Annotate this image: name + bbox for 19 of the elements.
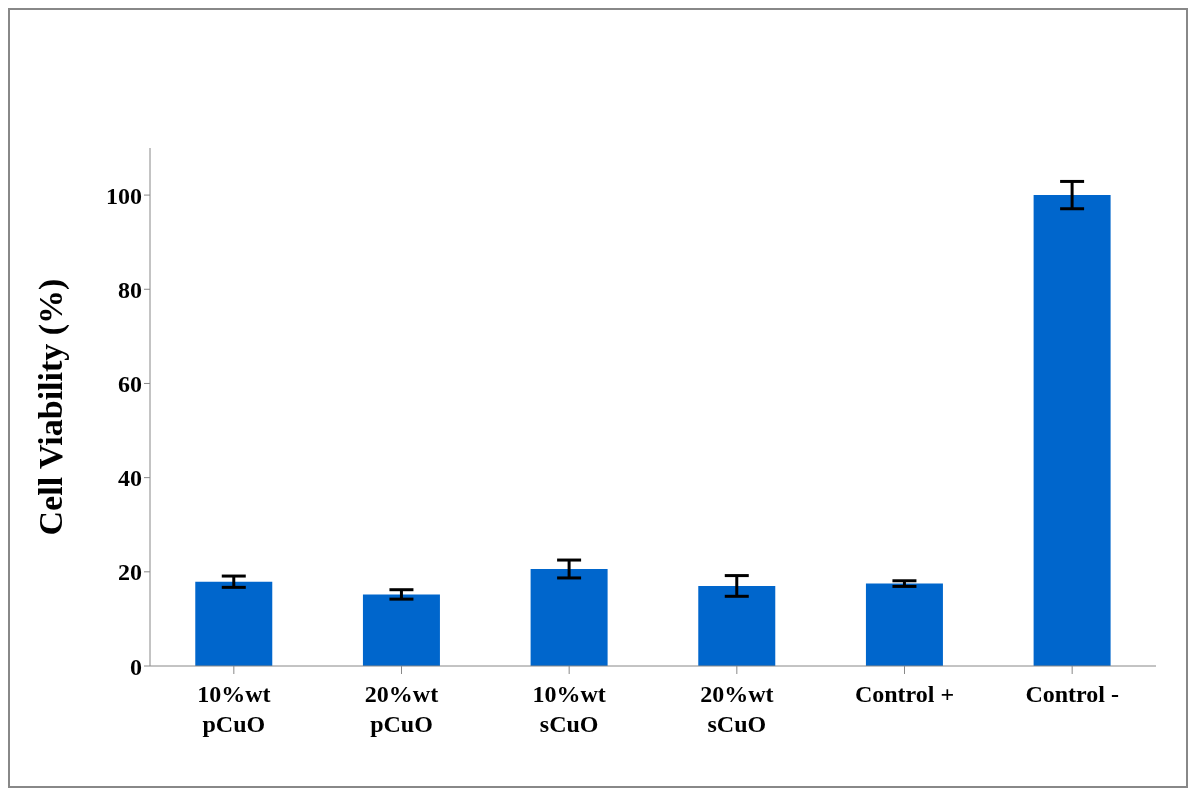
y-tick-label: 0 (130, 653, 142, 680)
y-tick-label: 40 (118, 465, 142, 492)
y-tick-label: 20 (118, 559, 142, 586)
bar (1033, 195, 1111, 666)
x-tick-label: 20%wt sCuO (700, 681, 774, 737)
y-tick-label: 80 (118, 276, 142, 303)
x-tick-label: Control + (854, 681, 955, 707)
x-tick-label: 10%wt sCuO (532, 681, 606, 737)
bar (698, 585, 776, 666)
y-tick-label: 100 (106, 182, 142, 209)
bar (195, 581, 273, 666)
y-axis-title: Cell Viability (%) (32, 278, 71, 536)
x-tick-label: 20%wt pCuO (364, 681, 439, 737)
bar (362, 594, 440, 666)
bar (530, 568, 608, 666)
y-tick-label: 60 (118, 370, 142, 397)
x-tick-label: Control - (1025, 681, 1119, 707)
x-tick-label: 10%wt pCuO (197, 681, 271, 737)
bar (865, 583, 943, 666)
